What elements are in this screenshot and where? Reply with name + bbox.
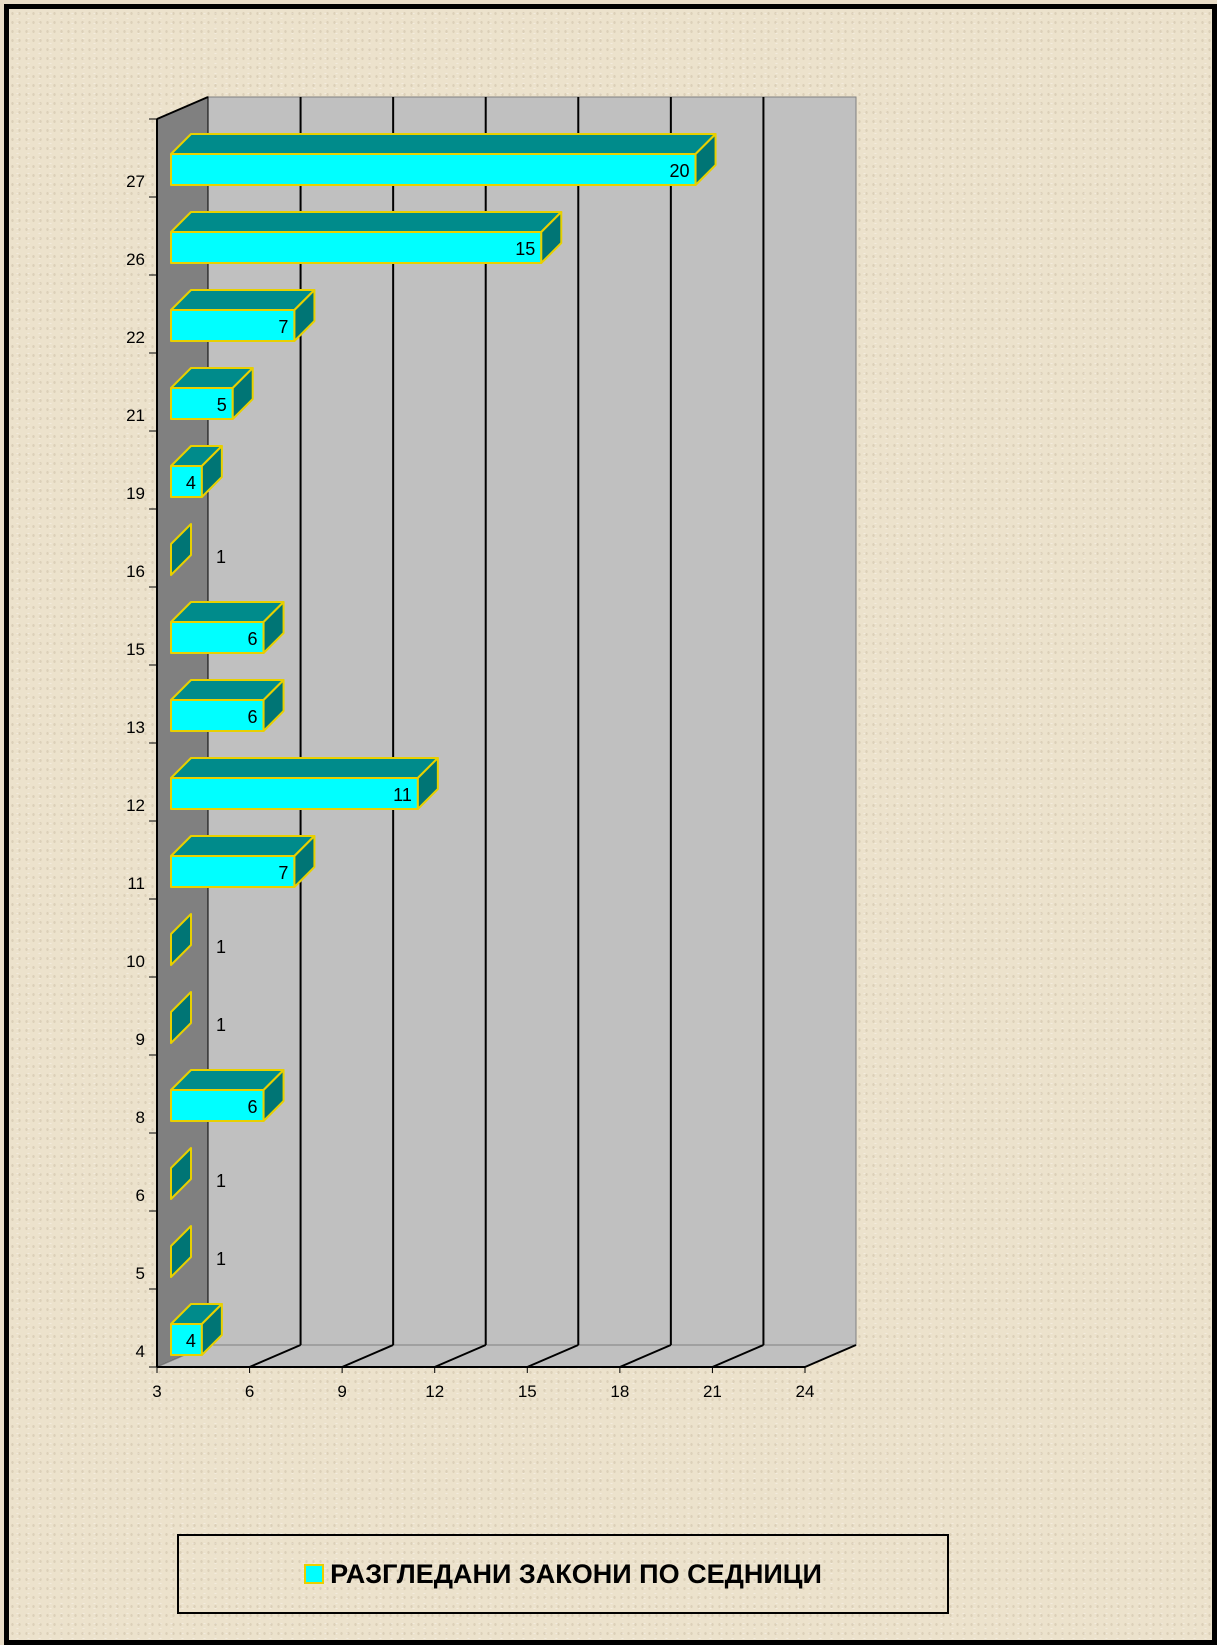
- bar: [170, 777, 419, 810]
- x-tick-label: 21: [703, 1382, 722, 1401]
- y-tick-label: 21: [126, 406, 145, 425]
- y-tick-label: 12: [126, 796, 145, 815]
- x-tick-label: 15: [518, 1382, 537, 1401]
- plot-back-wall: [207, 96, 857, 1346]
- y-tick-label: 13: [126, 718, 145, 737]
- data-label: 1: [216, 1015, 226, 1035]
- bar: [170, 621, 265, 654]
- bar-side-face: [170, 991, 192, 1044]
- y-tick-label: 15: [126, 640, 145, 659]
- legend-label: РАЗГЛЕДАНИ ЗАКОНИ ПО СЕДНИЦИ: [330, 1558, 822, 1589]
- floor-gridline: [526, 1344, 579, 1368]
- x-tick-label: 24: [796, 1382, 815, 1401]
- floor-gridline: [249, 1344, 301, 1368]
- data-label: 6: [248, 707, 258, 727]
- y-tick-label: 26: [126, 250, 145, 269]
- bar-side-face: [416, 757, 439, 810]
- bar-side-face: [200, 445, 223, 498]
- bar-top-face: [170, 133, 717, 155]
- y-tick-label: 19: [126, 484, 145, 503]
- data-label: 15: [515, 239, 535, 259]
- data-label: 1: [216, 937, 226, 957]
- y-tick-label: 9: [136, 1030, 145, 1049]
- data-label: 20: [670, 161, 690, 181]
- y-tick-label: 8: [136, 1108, 145, 1127]
- y-tick-label: 16: [126, 562, 145, 581]
- data-label: 6: [248, 1097, 258, 1117]
- bar-side-face: [170, 1147, 192, 1200]
- floor-gridline: [341, 1344, 394, 1368]
- bar: [170, 153, 697, 186]
- legend: РАЗГЛЕДАНИ ЗАКОНИ ПО СЕДНИЦИ: [177, 1534, 949, 1614]
- data-label: 5: [217, 395, 227, 415]
- y-tick-label: 27: [126, 172, 145, 191]
- floor-gridline: [619, 1344, 672, 1368]
- bar-top-face: [170, 835, 316, 857]
- y-tick-label: 22: [126, 328, 145, 347]
- x-tick-label: 3: [152, 1382, 161, 1401]
- bar-side-face: [540, 211, 563, 264]
- legend-swatch: [304, 1564, 325, 1584]
- y-tick-label: 4: [136, 1342, 145, 1361]
- data-label: 1: [216, 547, 226, 567]
- bar: [170, 231, 543, 264]
- bar-side-face: [231, 367, 254, 420]
- bar: [170, 309, 296, 342]
- bar-chart: 3 6 9 12 15 18 21 24272026152272151941611561361…: [126, 96, 857, 1401]
- bar-top-face: [170, 289, 316, 311]
- bar: [170, 855, 296, 888]
- floor-gridline: [804, 1344, 857, 1368]
- bar-side-face: [170, 1225, 192, 1278]
- data-label: 4: [186, 473, 196, 493]
- bar-side-face: [262, 679, 285, 732]
- chart-frame: 3 6 9 12 15 18 21 24 27 20 26 15 22 7 21 5 19 4 16 1 15 6 13 6 1…: [4, 4, 1217, 1645]
- x-tick-label: 6: [245, 1382, 254, 1401]
- floor-gridline: [434, 1344, 487, 1368]
- data-label: 11: [393, 785, 412, 805]
- x-tick-label: 18: [610, 1382, 629, 1401]
- data-label: 1: [216, 1171, 226, 1191]
- floor-gridline: [712, 1344, 764, 1368]
- bar-side-face: [170, 913, 192, 966]
- plot-floor: [156, 1344, 857, 1368]
- data-label: 7: [278, 863, 288, 883]
- bar-side-face: [694, 133, 717, 186]
- bar-side-face: [170, 523, 192, 576]
- data-label: 4: [186, 1331, 196, 1351]
- y-tick-label: 6: [136, 1186, 145, 1205]
- bar-side-face: [200, 1303, 223, 1356]
- bar-top-face: [170, 211, 563, 233]
- y-tick-label: 11: [127, 874, 145, 893]
- bar-side-face: [293, 289, 316, 342]
- bar-side-face: [293, 835, 316, 888]
- bar: [170, 387, 234, 420]
- x-tick-label: 9: [337, 1382, 346, 1401]
- bar-top-face: [170, 757, 439, 779]
- bar: [170, 1089, 265, 1122]
- y-tick-label: 5: [136, 1264, 145, 1283]
- data-label: 7: [278, 317, 288, 337]
- axis-top-depth-line: [156, 96, 209, 120]
- data-label: 1: [216, 1249, 226, 1269]
- bar-side-face: [262, 1069, 285, 1122]
- data-label: 6: [248, 629, 258, 649]
- x-tick-label: 12: [425, 1382, 444, 1401]
- bar-side-face: [262, 601, 285, 654]
- y-tick-label: 10: [126, 952, 145, 971]
